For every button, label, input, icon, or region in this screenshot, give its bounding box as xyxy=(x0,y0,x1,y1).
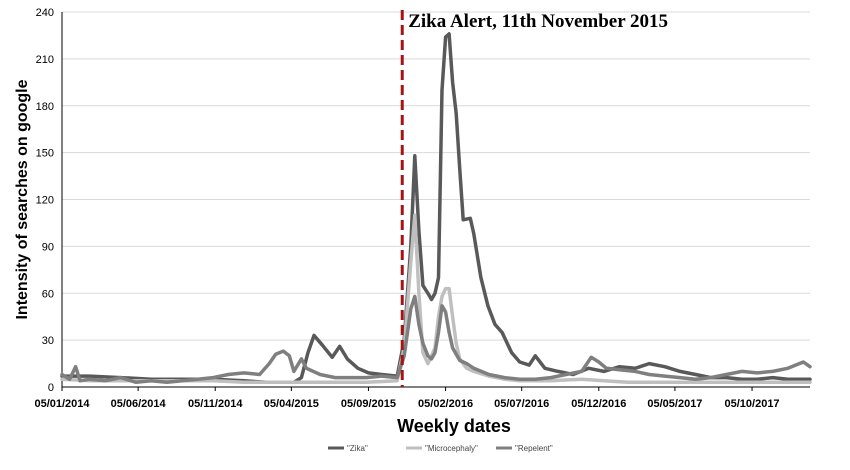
x-axis-title: Weekly dates xyxy=(397,416,511,436)
x-tick-label: 05/10/2017 xyxy=(725,398,780,410)
x-tick-label: 05/09/2015 xyxy=(341,398,396,410)
y-tick-label: 30 xyxy=(42,335,54,347)
series-line-1 xyxy=(60,213,812,385)
y-tick-label: 60 xyxy=(42,288,54,300)
x-tick-label: 05/11/2014 xyxy=(188,398,243,410)
x-tick-label: 05/12/2016 xyxy=(571,398,626,410)
x-tick-label: 05/05/2017 xyxy=(647,398,702,410)
y-tick-label: 150 xyxy=(36,148,54,160)
y-axis-ticks: 0 30 60 90 120 150 180 210 240 xyxy=(36,7,54,394)
series-line-2 xyxy=(60,294,812,385)
x-tick-label: 05/04/2015 xyxy=(264,398,319,410)
series-line-0 xyxy=(60,32,812,385)
legend-label-0: "Zika" xyxy=(347,444,368,453)
x-tick-label: 05/07/2016 xyxy=(494,398,549,410)
y-tick-label: 210 xyxy=(36,54,54,66)
x-axis-ticks: 05/01/2014 05/06/2014 05/11/2014 05/04/2015… xyxy=(34,387,780,410)
y-tick-label: 120 xyxy=(36,195,54,207)
legend-label-1: "Microcephaly" xyxy=(425,444,478,453)
y-tick-label: 180 xyxy=(36,101,54,113)
y-tick-label: 90 xyxy=(42,241,54,253)
legend-label-2: "Repelent" xyxy=(515,444,553,453)
y-tick-label: 240 xyxy=(36,7,54,19)
x-tick-label: 05/01/2014 xyxy=(34,398,90,410)
x-tick-label: 05/02/2016 xyxy=(418,398,473,410)
legend: "Zika" "Microcephaly" "Repelent" xyxy=(328,444,553,453)
x-tick-label: 05/06/2014 xyxy=(111,398,167,410)
y-tick-label: 0 xyxy=(48,382,54,394)
y-axis-title: Intensity of searches on google xyxy=(14,79,31,319)
series-lines xyxy=(60,32,812,385)
alert-annotation: Zika Alert, 11th November 2015 xyxy=(408,11,668,32)
gridlines xyxy=(62,11,810,341)
